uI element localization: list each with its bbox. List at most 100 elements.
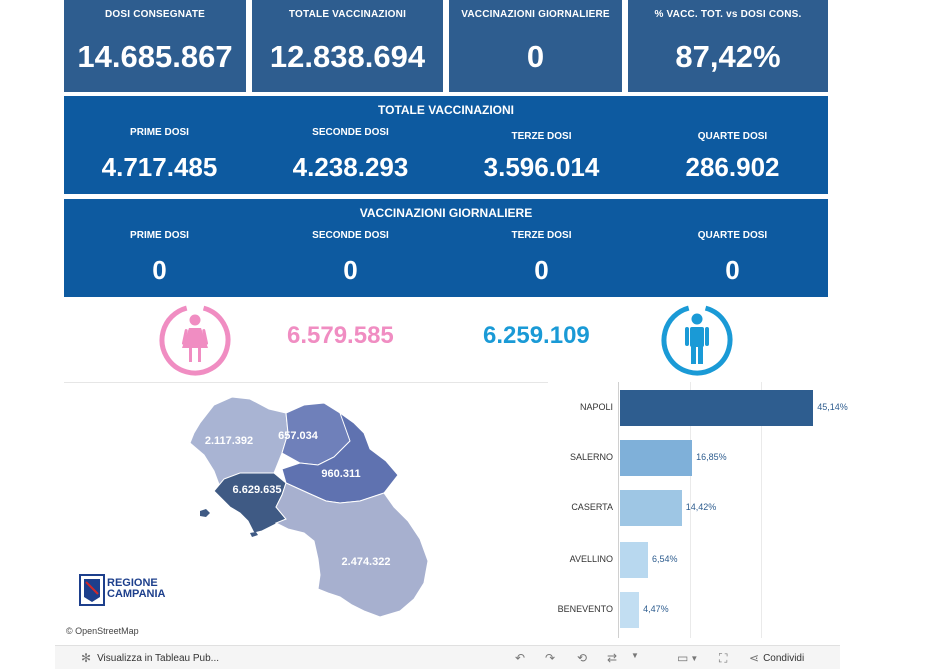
redo-icon: ↷	[545, 651, 556, 665]
col-value: 3.596.014	[483, 152, 600, 182]
share-label: Condividi	[763, 652, 805, 664]
col-label: SECONDE DOSI	[312, 230, 389, 241]
map-label-caserta: 2.117.392	[205, 435, 253, 447]
col-value: 0	[343, 255, 358, 285]
female-person-icon	[159, 304, 231, 376]
logo-line2: CAMPANIA	[107, 588, 166, 600]
share-icon: ⋖	[749, 651, 760, 665]
col-label: QUARTE DOSI	[697, 230, 768, 241]
kpi-value: 12.838.694	[269, 39, 426, 74]
col-label: TERZE DOSI	[511, 230, 572, 241]
tableau-toolbar: ✻ Visualizza in Tableau Pub... ↶ ↷ ⟲ ⇄ ▼…	[55, 645, 840, 669]
col-label: SECONDE DOSI	[312, 127, 389, 138]
kpi-label: % VACC. TOT. vs DOSI CONS.	[654, 9, 802, 20]
map-attribution[interactable]: © OpenStreetMap	[66, 626, 139, 636]
panel-title: TOTALE VACCINAZIONI	[378, 103, 514, 117]
comment-icon: ▭	[677, 651, 689, 665]
map-svg: 2.117.392 657.034 960.311 6.629.635 2.47…	[79, 396, 429, 618]
bar-salerno[interactable]	[620, 440, 693, 476]
totale-prime-dosi: PRIME DOSI 4.717.485	[64, 127, 255, 183]
col-value: 286.902	[685, 152, 780, 182]
giornaliere-seconde-dosi: SECONDE DOSI 0	[255, 230, 446, 286]
bar-category-label: BENEVENTO	[557, 604, 613, 614]
map-province-napoli	[213, 472, 287, 534]
male-vaccinations-value: 6.259.109	[483, 322, 590, 349]
giornaliere-quarte-dosi: QUARTE DOSI 0	[637, 230, 828, 286]
bar-benevento[interactable]	[620, 592, 640, 628]
gridline	[690, 382, 691, 638]
kpi-vaccinazioni-giornaliere: VACCINAZIONI GIORNALIERE 0	[449, 0, 622, 92]
col-label: TERZE DOSI	[511, 131, 572, 142]
col-value: 0	[534, 255, 549, 285]
col-label: PRIME DOSI	[130, 127, 189, 138]
giornaliere-prime-dosi: PRIME DOSI 0	[64, 230, 255, 286]
col-value: 0	[725, 255, 740, 285]
revert-icon: ⟲	[577, 651, 588, 665]
bar-napoli[interactable]	[620, 390, 814, 426]
bar-category-label: NAPOLI	[579, 402, 613, 412]
kpi-label: VACCINAZIONI GIORNALIERE	[461, 9, 610, 20]
refresh-dropdown[interactable]: ▼	[631, 651, 639, 660]
totale-vaccinazioni-panel: TOTALE VACCINAZIONI PRIME DOSI 4.717.485…	[64, 96, 828, 194]
map-label-napoli: 6.629.635	[233, 484, 282, 496]
bar-category-label: SALERNO	[569, 452, 613, 462]
panel-title: VACCINAZIONI GIORNALIERE	[359, 206, 533, 220]
map-label-avellino: 960.311	[321, 468, 360, 480]
share-button[interactable]: ⋖ Condividi	[749, 651, 804, 665]
totale-terze-dosi: TERZE DOSI 3.596.014	[446, 131, 637, 183]
map-label-salerno: 2.474.322	[342, 556, 391, 568]
revert-button[interactable]: ⟲	[577, 651, 587, 665]
undo-button[interactable]: ↶	[515, 651, 525, 665]
axis-line	[618, 382, 619, 638]
map-island-capri	[250, 532, 258, 537]
kpi-value: 87,42%	[675, 39, 781, 74]
bar-value-label: 14,42%	[685, 502, 717, 512]
refresh-icon: ⇄	[607, 651, 618, 665]
regione-campania-logo: REGIONE CAMPANIA	[79, 574, 166, 606]
map-label-benevento: 657.034	[278, 430, 319, 442]
campania-map[interactable]: 2.117.392 657.034 960.311 6.629.635 2.47…	[64, 382, 548, 638]
kpi-dosi-consegnate: DOSI CONSEGNATE 14.685.867	[64, 0, 246, 92]
col-value: 4.238.293	[292, 152, 409, 182]
map-island-ischia	[200, 509, 210, 517]
undo-icon: ↶	[515, 651, 526, 665]
bar-avellino[interactable]	[620, 542, 648, 578]
gridline	[761, 382, 762, 638]
totale-seconde-dosi: SECONDE DOSI 4.238.293	[255, 127, 446, 183]
device-preview-button[interactable]: ▭ ▼	[677, 651, 698, 665]
col-value: 4.717.485	[101, 152, 218, 182]
kpi-value: 14.685.867	[77, 39, 233, 74]
kpi-label: DOSI CONSEGNATE	[104, 9, 206, 20]
bar-category-label: AVELLINO	[569, 554, 613, 564]
col-label: PRIME DOSI	[130, 230, 189, 241]
female-vaccinations-value: 6.579.585	[287, 322, 394, 349]
logo-line1: REGIONE	[107, 577, 158, 589]
chevron-down-icon: ▼	[631, 651, 639, 660]
view-in-tableau-label: Visualizza in Tableau Pub...	[97, 652, 219, 664]
province-bar-chart: NAPOLI 45,14% SALERNO 16,85% CASERTA 14,42% AV…	[548, 382, 848, 638]
bar-value-label: 16,85%	[696, 452, 727, 462]
kpi-value: 0	[526, 39, 545, 74]
refresh-button[interactable]: ⇄	[607, 651, 617, 665]
kpi-totale-vaccinazioni: TOTALE VACCINAZIONI 12.838.694	[252, 0, 443, 92]
fullscreen-icon: ⛶	[719, 651, 728, 665]
bar-value-label: 6,54%	[651, 554, 678, 564]
bar-caserta[interactable]	[620, 490, 682, 526]
totale-quarte-dosi: QUARTE DOSI 286.902	[637, 131, 828, 183]
bar-category-label: CASERTA	[571, 502, 613, 512]
view-in-tableau-link[interactable]: ✻ Visualizza in Tableau Pub...	[81, 651, 219, 665]
male-person-icon	[661, 304, 733, 376]
kpi-percentuale-vaccinazioni: % VACC. TOT. vs DOSI CONS. 87,42%	[628, 0, 828, 92]
col-label: QUARTE DOSI	[697, 131, 768, 142]
bar-value-label: 45,14%	[817, 402, 848, 412]
fullscreen-button[interactable]: ⛶	[719, 651, 727, 666]
tableau-icon: ✻	[81, 651, 92, 665]
bar-value-label: 4,47%	[643, 604, 669, 614]
chevron-down-icon: ▼	[690, 653, 699, 663]
vaccinazioni-giornaliere-panel: VACCINAZIONI GIORNALIERE PRIME DOSI 0 SE…	[64, 199, 828, 297]
map-province-salerno	[274, 482, 429, 618]
redo-button[interactable]: ↷	[545, 651, 555, 665]
kpi-label: TOTALE VACCINAZIONI	[288, 9, 407, 20]
giornaliere-terze-dosi: TERZE DOSI 0	[446, 230, 637, 286]
